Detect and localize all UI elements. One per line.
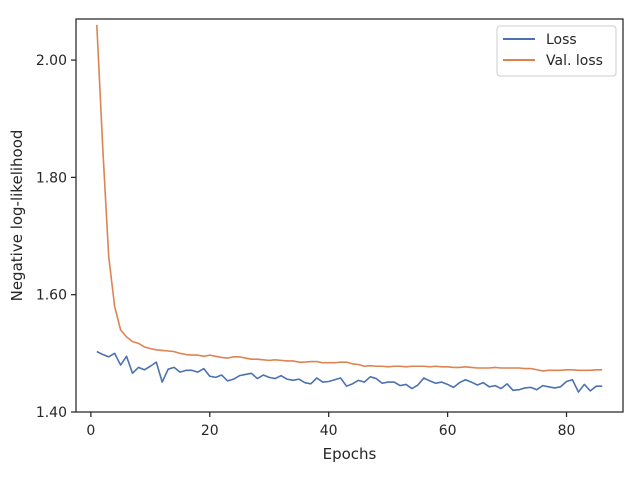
plot-area xyxy=(76,19,623,412)
x-axis-ticks: 0 20 40 60 80 xyxy=(86,412,575,439)
series-layer xyxy=(96,24,603,393)
y-tick-label: 1.40 xyxy=(36,405,67,421)
x-axis-label: Epochs xyxy=(323,445,377,463)
y-tick-label: 2.00 xyxy=(36,53,67,69)
legend-label-loss: Loss xyxy=(546,32,577,48)
x-tick-label: 80 xyxy=(558,423,576,439)
series-line-val-loss xyxy=(96,24,603,372)
x-tick-label: 40 xyxy=(320,423,338,439)
legend: Loss Val. loss xyxy=(496,25,617,77)
y-axis-ticks: 1.40 1.60 1.80 2.00 xyxy=(36,53,76,421)
legend-label-val-loss: Val. loss xyxy=(546,53,603,69)
x-tick-label: 20 xyxy=(201,423,219,439)
axes-frame xyxy=(75,18,624,413)
x-tick-label: 60 xyxy=(439,423,457,439)
x-tick-label: 0 xyxy=(86,423,95,439)
series-line-loss xyxy=(96,350,603,393)
y-axis-label: Negative log-likelihood xyxy=(8,130,26,302)
y-tick-label: 1.80 xyxy=(36,170,67,186)
y-tick-label: 1.60 xyxy=(36,288,67,304)
